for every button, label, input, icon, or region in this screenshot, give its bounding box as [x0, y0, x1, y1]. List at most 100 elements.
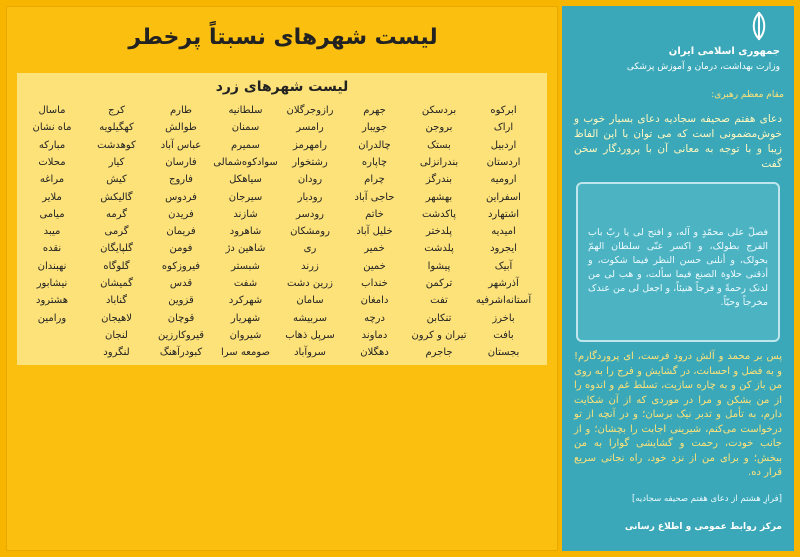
city: جاجرم	[425, 347, 453, 359]
city: پاکدشت	[421, 208, 457, 220]
city: تیران و کرون	[411, 329, 467, 341]
city-table: لیست شهرهای زرد ابرکوه بردسکن جهرم رازوجرگل…	[17, 73, 547, 365]
city: لنجان	[105, 329, 128, 341]
city: سروآباد	[294, 347, 326, 359]
city: شهریار	[230, 312, 261, 324]
city: لاهیجان	[101, 312, 132, 324]
city: سرپل ذهاب	[285, 329, 335, 341]
city: رشتخوار	[292, 156, 328, 168]
footer: مرکز روابط عمومی و اطلاع رسانی	[624, 522, 782, 532]
city: شیروان	[229, 329, 262, 341]
city: خنداب	[361, 278, 388, 289]
city: رامسر	[296, 122, 324, 134]
city: کبودرآهنگ	[159, 347, 203, 359]
city: جویبار	[361, 122, 388, 134]
city: فردوس	[165, 191, 197, 203]
city: نهبندان	[37, 260, 67, 272]
city: محلات	[38, 156, 66, 168]
city: رودان	[297, 174, 323, 186]
city: گلوگاه	[103, 260, 130, 272]
prayer-box: فصلّ علی محمّدٍ و آله، و افتح لی یا ربّ …	[576, 182, 780, 342]
city: میامی	[39, 208, 65, 220]
city: اشتهارد	[487, 208, 520, 220]
city: چرام	[364, 174, 385, 186]
city: سلطانیه	[228, 105, 263, 116]
city: میبد	[43, 226, 61, 238]
city: قوچان	[167, 312, 195, 324]
city: دامغان	[360, 295, 389, 307]
city: طارم	[169, 105, 193, 116]
city: فومن	[169, 243, 193, 255]
city: کیش	[106, 174, 127, 186]
city: گلپایگان	[100, 243, 133, 255]
city: گناباد	[105, 295, 128, 307]
city: اراک	[493, 122, 514, 134]
city: گالیکش	[100, 191, 133, 203]
city: سیرجان	[228, 191, 263, 203]
city: بجستان	[487, 347, 520, 359]
city: فاروج	[169, 174, 193, 186]
city: اسفراین	[486, 191, 521, 203]
city: اردستان	[486, 156, 521, 168]
city: ماسال	[38, 105, 66, 116]
city: ترکمن	[425, 278, 453, 289]
city: رامهرمز	[293, 139, 327, 151]
city: درچه	[364, 312, 385, 324]
city: بستک	[427, 139, 451, 151]
emblem	[752, 11, 766, 41]
city: پلدختر	[425, 226, 453, 238]
city: گمیشان	[100, 278, 133, 289]
city: ایجرود	[490, 243, 517, 255]
city-panel: لیست شهرهای نسبتاً پرخطر لیست شهرهای زرد…	[6, 6, 558, 551]
city: سوادکوه‌شمالی	[213, 156, 278, 168]
city: رومشکان	[290, 226, 330, 238]
city: طوالش	[165, 122, 197, 134]
intro: دعای هفتم صحیفه سجادیه دعای بسیار خوب و …	[574, 113, 782, 170]
city: بندرانزلی	[419, 156, 459, 168]
city: پیشوا	[427, 260, 451, 272]
city: بهشهر	[425, 191, 453, 203]
city: تفت	[430, 295, 448, 307]
city: اردبیل	[490, 139, 517, 151]
source: [فرازِ هشتم از دعای هفتم صحیفه سجادیه]	[632, 494, 782, 504]
city: بروجن	[425, 122, 453, 134]
city: ملایر	[42, 191, 62, 203]
city: رودسر	[295, 208, 324, 220]
city: گرمی	[104, 226, 129, 238]
city: حاجی آباد	[354, 191, 395, 203]
city: خاتم	[365, 208, 384, 220]
city: چاپاره	[361, 156, 388, 168]
city: آبیک	[494, 260, 513, 272]
city: مراغه	[39, 174, 65, 186]
city: سیاهکل	[229, 174, 262, 186]
city: گرمه	[106, 208, 127, 220]
city: امیدیه	[491, 226, 516, 238]
subtitle: لیست شهرهای زرد	[215, 79, 349, 95]
city: بافت	[493, 329, 514, 341]
city: شبستر	[231, 260, 260, 272]
city: صومعه سرا	[220, 347, 271, 359]
city: لنگرود	[103, 347, 130, 359]
city: پلدشت	[424, 243, 454, 255]
city: چالدران	[358, 139, 391, 151]
city: آذرشهر	[488, 278, 519, 289]
city: مبارکه	[38, 139, 66, 151]
city: خمین	[363, 260, 386, 272]
city: زرند	[301, 260, 319, 272]
translation: پس بر محمد و آلش درود فرست، ای پروردگارم…	[574, 351, 782, 478]
city: تنکابن	[426, 312, 452, 324]
city: شاهرود	[229, 226, 262, 238]
prayer-panel: جمهوری اسلامی ایران وزارت بهداشت، درمان …	[562, 6, 794, 551]
city: کوهدشت	[97, 139, 136, 151]
city: سربیشه	[293, 312, 327, 324]
city: دماوند	[361, 329, 388, 341]
ministry: وزارت بهداشت، درمان و آموزش پزشکی	[626, 62, 780, 72]
city: فارسان	[165, 156, 197, 168]
prayer: فصلّ علی محمّدٍ و آله، و افتح لی یا ربّ …	[588, 227, 768, 308]
city: قزوین	[168, 295, 194, 307]
city: دهگلان	[360, 347, 389, 359]
city: بردسکن	[421, 105, 457, 116]
city: شازند	[233, 208, 258, 220]
country: جمهوری اسلامی ایران	[668, 46, 780, 57]
